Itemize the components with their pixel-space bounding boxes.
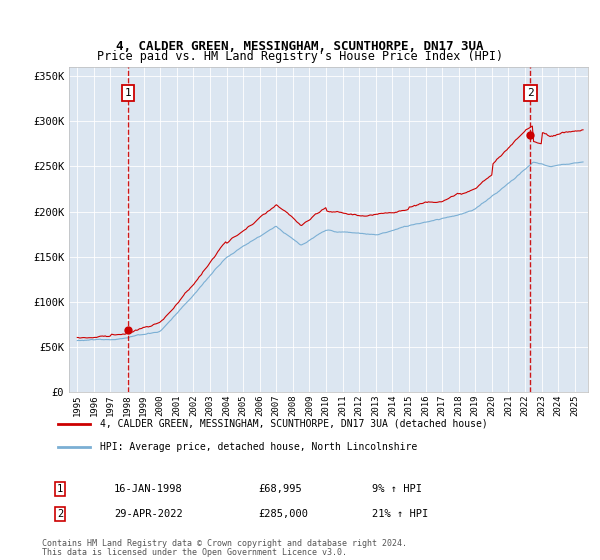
Text: This data is licensed under the Open Government Licence v3.0.: This data is licensed under the Open Gov… bbox=[42, 548, 347, 557]
Text: Price paid vs. HM Land Registry's House Price Index (HPI): Price paid vs. HM Land Registry's House … bbox=[97, 50, 503, 63]
Text: £285,000: £285,000 bbox=[258, 509, 308, 519]
Text: £68,995: £68,995 bbox=[258, 484, 302, 494]
Text: 4, CALDER GREEN, MESSINGHAM, SCUNTHORPE, DN17 3UA: 4, CALDER GREEN, MESSINGHAM, SCUNTHORPE,… bbox=[116, 40, 484, 53]
Text: 1: 1 bbox=[124, 88, 131, 98]
Text: 16-JAN-1998: 16-JAN-1998 bbox=[114, 484, 183, 494]
Text: 2: 2 bbox=[57, 509, 63, 519]
Text: Contains HM Land Registry data © Crown copyright and database right 2024.: Contains HM Land Registry data © Crown c… bbox=[42, 539, 407, 548]
Text: 2: 2 bbox=[527, 88, 534, 98]
Text: 29-APR-2022: 29-APR-2022 bbox=[114, 509, 183, 519]
Text: 4, CALDER GREEN, MESSINGHAM, SCUNTHORPE, DN17 3UA (detached house): 4, CALDER GREEN, MESSINGHAM, SCUNTHORPE,… bbox=[100, 419, 488, 429]
Text: HPI: Average price, detached house, North Lincolnshire: HPI: Average price, detached house, Nort… bbox=[100, 442, 418, 452]
Text: 1: 1 bbox=[57, 484, 63, 494]
Text: 9% ↑ HPI: 9% ↑ HPI bbox=[372, 484, 422, 494]
Text: 21% ↑ HPI: 21% ↑ HPI bbox=[372, 509, 428, 519]
